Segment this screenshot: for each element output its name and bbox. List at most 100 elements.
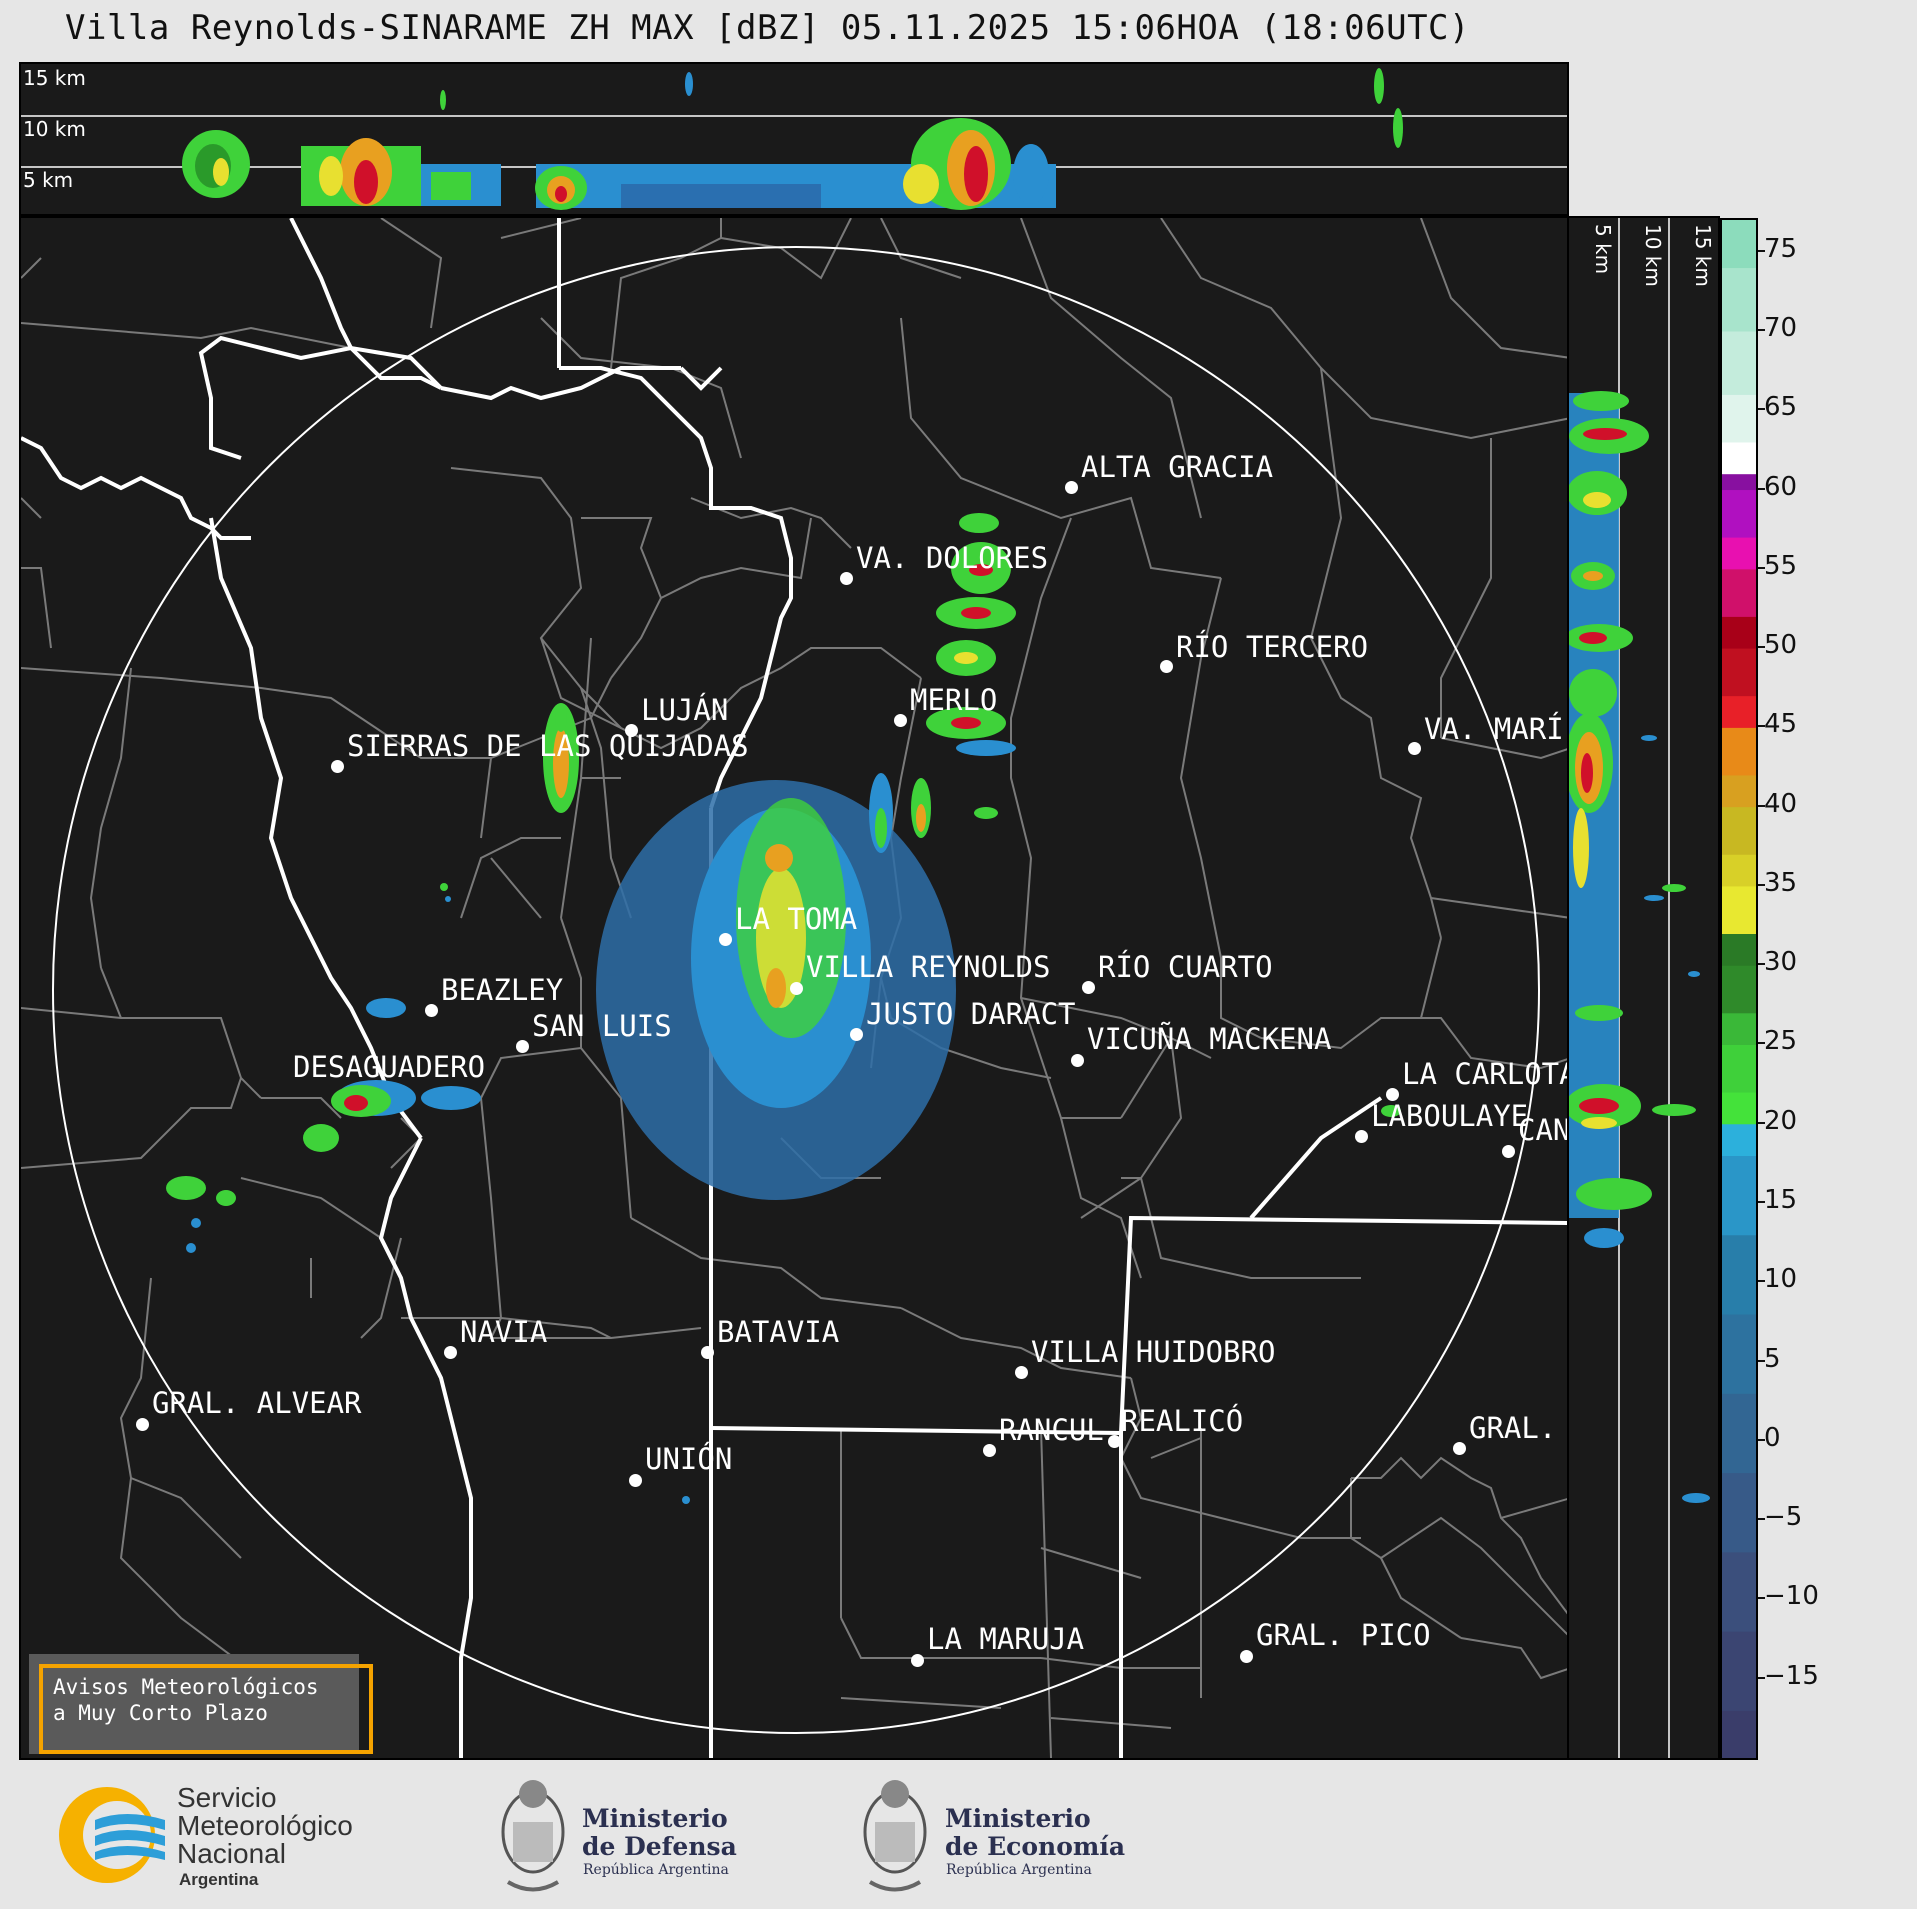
city-label-alta-gracia: ALTA GRACIA — [1081, 450, 1274, 484]
city-label-villa-huidobro: VILLA HUIDOBRO — [1031, 1335, 1276, 1369]
city-dot-laboulaye — [1355, 1130, 1368, 1143]
top-cross-section-echoes — [21, 68, 1567, 210]
colorbar-tick-mark — [1758, 408, 1765, 411]
city-label-beazley: BEAZLEY — [441, 973, 564, 1007]
colorbar-tick-label: 10 — [1764, 1264, 1798, 1295]
colorbar-tick-mark — [1758, 883, 1765, 886]
colorbar-band — [1722, 1234, 1756, 1315]
colorbar-band — [1722, 330, 1756, 395]
city-label-justo-daract: JUSTO DARACT — [866, 997, 1076, 1031]
colorbar-tick-label: 45 — [1764, 709, 1798, 740]
city-dot-villa-reynolds — [790, 982, 803, 995]
city-label-can: CAN — [1518, 1113, 1569, 1147]
city-dot-gral — [1453, 1442, 1466, 1455]
city-label-va-maria: VA. MARÍ — [1424, 712, 1564, 746]
side-altitude-label-15km: 15 km — [1691, 224, 1715, 287]
colorbar-tick-mark — [1758, 1201, 1765, 1204]
colorbar-band — [1722, 854, 1756, 887]
city-label-sierras-de-las-quijadas: SIERRAS DE LAS QUIJADAS — [347, 729, 749, 763]
colorbar-tick-label: 60 — [1764, 471, 1798, 502]
city-dot-villa-huidobro — [1015, 1366, 1028, 1379]
colorbar-band — [1722, 568, 1756, 617]
colorbar-tick-mark — [1758, 1438, 1765, 1441]
city-label-gral: GRAL. — [1469, 1411, 1557, 1445]
city-label-desaguadero: DESAGUADERO — [293, 1050, 486, 1084]
city-dot-beazley — [425, 1004, 438, 1017]
economia-line-3: República Argentina — [946, 1862, 1092, 1878]
city-label-la-carlota: LA CARLOTA — [1402, 1057, 1569, 1091]
side-cross-section: 5 km 10 km 15 km — [1569, 216, 1720, 1760]
city-label-batavia: BATAVIA — [717, 1315, 840, 1349]
colorbar-tick-label: 30 — [1764, 947, 1798, 978]
economia-escudo-icon — [863, 1780, 927, 1892]
colorbar-band — [1722, 1012, 1756, 1045]
colorbar-tick-label: 0 — [1764, 1422, 1781, 1453]
colorbar-tick-mark — [1758, 725, 1765, 728]
colorbar-tick-label: 40 — [1764, 788, 1798, 819]
colorbar-tick-label: 20 — [1764, 1105, 1798, 1136]
colorbar-band — [1722, 1551, 1756, 1632]
city-label-la-toma: LA TOMA — [735, 902, 858, 936]
smn-name-line-4: Argentina — [179, 1870, 259, 1889]
colorbar-tick-label: 70 — [1764, 312, 1798, 343]
economia-line-1: Ministerio — [945, 1804, 1091, 1833]
colorbar-tick-mark — [1758, 1597, 1765, 1600]
map-title: Villa Reynolds-SINARAME ZH MAX [dBZ] 05.… — [65, 8, 1470, 48]
colorbar-tick-label: 65 — [1764, 392, 1798, 423]
smn-logo-icon — [59, 1787, 165, 1883]
side-altitude-label-5km: 5 km — [1591, 224, 1615, 275]
colorbar-tick-mark — [1758, 1042, 1765, 1045]
smn-name-line-2: Meteorológico — [177, 1810, 353, 1841]
city-label-rancul: RANCUL — [999, 1413, 1104, 1447]
colorbar-band — [1722, 727, 1756, 776]
side-cross-section-echoes — [1569, 218, 1710, 1758]
colorbar-band — [1722, 1044, 1756, 1093]
aviso-link[interactable]: Avisos Meteorológicos a Muy Corto Plazo — [39, 1664, 373, 1754]
city-label-vicuna-mackena: VICUÑA MACKENA — [1087, 1022, 1332, 1056]
colorbar-band — [1722, 806, 1756, 855]
smn-name-line-1: Servicio — [177, 1782, 277, 1813]
colorbar-tick-label: −10 — [1764, 1581, 1819, 1612]
colorbar-band — [1722, 1092, 1756, 1125]
colorbar-tick-mark — [1758, 804, 1765, 807]
colorbar-band — [1722, 537, 1756, 570]
colorbar-tick-label: 35 — [1764, 867, 1798, 898]
aviso-line-1: Avisos Meteorológicos — [53, 1675, 319, 1699]
altitude-label-5km: 5 km — [23, 168, 74, 192]
colorbar-tick-mark — [1758, 963, 1765, 966]
city-dot-sierras-de-las-quijadas — [331, 760, 344, 773]
city-label-va-dolores: VA. DOLORES — [856, 541, 1049, 575]
colorbar-band — [1722, 1155, 1756, 1236]
city-label-rio-tercero: RÍO TERCERO — [1176, 630, 1369, 664]
defensa-line-1: Ministerio — [582, 1804, 728, 1833]
footer: Servicio Meteorológico Nacional Argentin… — [0, 1762, 1917, 1909]
colorbar-band — [1722, 1710, 1756, 1758]
colorbar-band — [1722, 1472, 1756, 1553]
city-label-san-luis: SAN LUIS — [532, 1009, 672, 1043]
colorbar-tick-label: −5 — [1764, 1502, 1803, 1533]
colorbar-band — [1722, 473, 1756, 491]
aviso-box[interactable]: Avisos Meteorológicos a Muy Corto Plazo — [29, 1654, 373, 1754]
colorbar-tick-mark — [1758, 328, 1765, 331]
colorbar-tick-mark — [1758, 1676, 1765, 1679]
colorbar-band — [1722, 648, 1756, 697]
economia-line-2: de Economía — [945, 1832, 1126, 1861]
city-dot-va-dolores — [840, 572, 853, 585]
colorbar-tick-mark — [1758, 1518, 1765, 1521]
radar-map-layers — [21, 218, 1567, 1758]
colorbar-band — [1722, 1631, 1756, 1711]
colorbar-tick-label: 55 — [1764, 550, 1798, 581]
city-dot-vicuna-mackena — [1071, 1054, 1084, 1067]
colorbar-tick-mark — [1758, 1121, 1765, 1124]
colorbar-band — [1722, 441, 1756, 475]
defensa-escudo-icon — [501, 1780, 565, 1892]
colorbar-tick-label: 50 — [1764, 630, 1798, 661]
city-dot-justo-daract — [850, 1028, 863, 1041]
city-dot-batavia — [701, 1346, 714, 1359]
city-label-la-maruja: LA MARUJA — [927, 1622, 1085, 1656]
colorbar-tick-mark — [1758, 1280, 1765, 1283]
city-dot-va-maria — [1408, 742, 1421, 755]
colorbar-band — [1722, 267, 1756, 332]
defensa-line-2: de Defensa — [582, 1832, 737, 1861]
city-dot-la-maruja — [911, 1654, 924, 1667]
